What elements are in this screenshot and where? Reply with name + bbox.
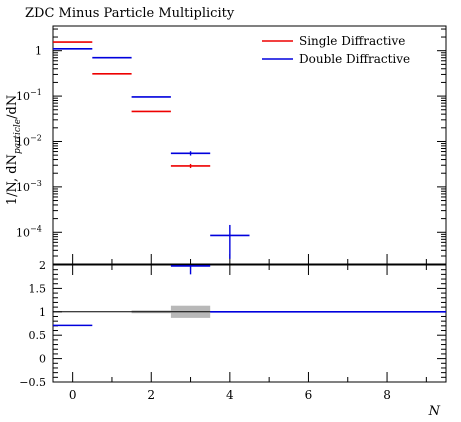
y-tick-label-main: 10−4	[16, 224, 42, 239]
main-panel-frame	[52, 25, 447, 265]
x-tick-label: 2	[147, 388, 155, 402]
x-tick-label: 8	[383, 388, 391, 402]
legend-label-double: Double Diffractive	[299, 52, 410, 66]
ratio-panel-frame	[52, 264, 447, 383]
y-tick-label-main: 10−3	[16, 179, 42, 194]
chart-title: ZDC Minus Particle Multiplicity	[25, 6, 235, 21]
x-tick-label: 4	[226, 388, 234, 402]
legend-label-single: Single Diffractive	[299, 34, 405, 48]
y-tick-label-ratio: −0.5	[19, 376, 46, 389]
x-tick-label: 0	[69, 388, 77, 402]
x-axis-label: N	[428, 404, 441, 419]
y-tick-label-ratio: 1.5	[29, 282, 47, 295]
x-tick-label: 6	[305, 388, 313, 402]
y-tick-label-ratio: 0.5	[29, 329, 47, 342]
y-axis-label: 1/N, dNparticle/dN	[5, 95, 23, 205]
y-tick-label-ratio: 2	[39, 259, 46, 272]
y-tick-label-ratio: 1	[39, 306, 46, 319]
y-tick-label-main: 10−2	[16, 133, 42, 148]
legend: Single Diffractive Double Diffractive	[262, 34, 410, 66]
y-tick-label-main: 10−1	[16, 88, 42, 103]
y-tick-label-ratio: 0	[39, 353, 46, 366]
y-tick-label-main: 1	[35, 45, 42, 58]
